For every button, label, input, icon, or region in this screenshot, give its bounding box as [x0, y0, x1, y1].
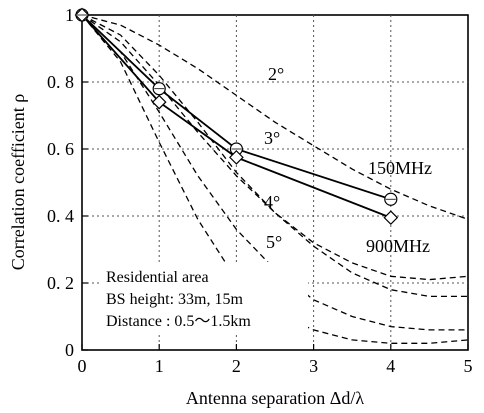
y-tick-label: 0. 4 — [47, 206, 74, 226]
series-label-150mhz: 150MHz — [368, 158, 432, 178]
info-line-2: BS height: 33m, 15m — [106, 291, 243, 308]
y-tick-label: 1 — [65, 5, 74, 25]
dashed-curve-2 — [81, 14, 469, 220]
angle-label-3: 3° — [264, 128, 280, 148]
plot-frame — [81, 14, 469, 351]
x-tick-label: 3 — [309, 356, 318, 376]
x-tick-label: 2 — [232, 356, 241, 376]
x-tick-label: 4 — [386, 356, 395, 376]
series-group — [81, 14, 469, 344]
info-line-3: Distance : 0.5〜1.5km — [106, 313, 251, 330]
y-tick-label: 0. 2 — [47, 273, 74, 293]
x-tick-label: 1 — [155, 356, 164, 376]
series-line-900mhz — [81, 14, 392, 219]
y-axis-label: Correlation coefficient ρ — [8, 94, 28, 271]
dashed-curve-4 — [81, 14, 469, 281]
grid-lines — [82, 15, 468, 350]
angle-label-4: 4° — [264, 192, 280, 212]
x-axis-label: Antenna separation Δd/λ — [186, 388, 365, 408]
y-tick-label: 0. 6 — [47, 139, 74, 159]
y-tick-label: 0 — [65, 340, 74, 360]
dashed-curve-3 — [81, 14, 468, 298]
tick-labels: 0 1 2 3 4 5 0 0. 2 0. 4 0. 6 0. 8 1 — [47, 5, 473, 376]
diamond-marker — [229, 150, 244, 165]
markers-group — [74, 7, 399, 226]
info-box-background — [102, 262, 308, 332]
angle-label-5: 5° — [266, 232, 282, 252]
info-line-1: Residential area — [106, 269, 209, 286]
angle-label-2: 2° — [268, 64, 284, 84]
x-tick-label: 5 — [464, 356, 473, 376]
x-tick-label: 0 — [78, 356, 87, 376]
series-label-900mhz: 900MHz — [366, 236, 430, 256]
dashed-curve-6 — [81, 14, 469, 344]
diamond-marker — [383, 210, 399, 226]
y-tick-label: 0. 8 — [47, 72, 74, 92]
diamond-marker — [151, 94, 167, 110]
tick-marks — [81, 14, 469, 351]
